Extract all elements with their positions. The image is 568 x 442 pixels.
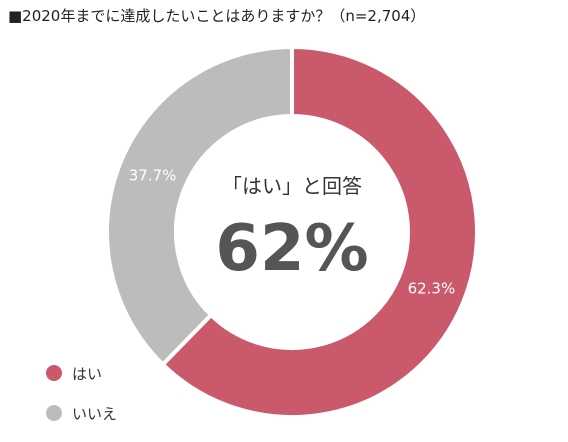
legend-label-no: いいえ [72, 404, 118, 423]
chart-title: ■2020年までに達成したいことはありますか？（n=2,704） [8, 7, 426, 25]
slice-label-no: 37.7% [129, 166, 177, 184]
legend: はい いいえ [46, 362, 117, 442]
legend-swatch-no [46, 405, 62, 421]
slice-yes [160, 44, 479, 419]
slice-label-yes: 62.3% [408, 280, 456, 298]
legend-item-no: いいえ [46, 402, 117, 424]
legend-swatch-yes [46, 365, 62, 381]
center-caption: 「はい」と回答 [222, 174, 362, 198]
legend-label-yes: はい [72, 364, 103, 383]
center-value: 62% [215, 212, 368, 286]
legend-item-yes: はい [46, 362, 117, 384]
slice-no [105, 44, 294, 368]
